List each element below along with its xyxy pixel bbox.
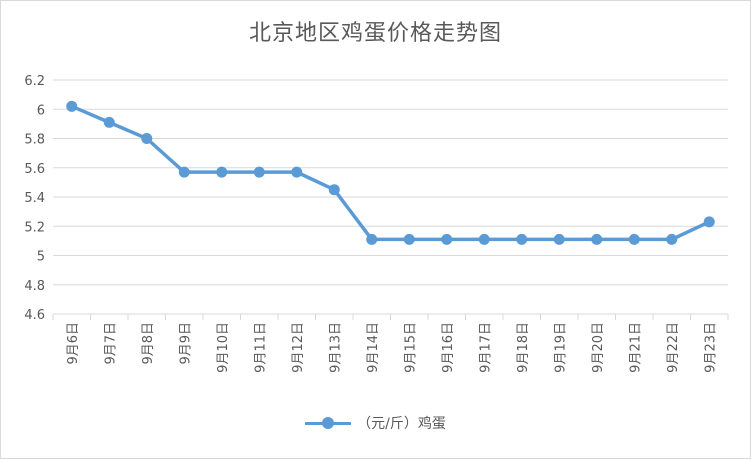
data-point (666, 233, 678, 245)
x-tick-label: 9月6日 (66, 322, 81, 365)
y-tick-label: 5.2 (24, 220, 45, 235)
data-point (403, 233, 415, 245)
data-point (703, 216, 715, 228)
x-tick-label: 9月17日 (478, 322, 493, 373)
x-tick-label: 9月21日 (628, 322, 643, 373)
data-point (591, 233, 603, 245)
y-tick-label: 4.8 (24, 279, 45, 294)
x-tick-label: 9月12日 (291, 322, 306, 373)
chart-legend: （元/斤）鸡蛋 (1, 413, 750, 433)
data-point (253, 166, 265, 178)
x-tick-label: 9月9日 (178, 322, 193, 365)
data-point (66, 100, 78, 112)
y-tick-label: 5.8 (24, 133, 45, 148)
y-tick-label: 5.4 (24, 191, 45, 206)
legend-label: （元/斤）鸡蛋 (357, 416, 446, 432)
data-point (216, 166, 228, 178)
x-tick-label: 9月22日 (666, 322, 681, 373)
legend-marker-icon (305, 417, 352, 429)
data-point (441, 233, 453, 245)
data-point (291, 166, 303, 178)
y-tick-label: 4.6 (24, 308, 45, 323)
data-point (141, 133, 153, 144)
x-tick-label: 9月14日 (366, 322, 381, 373)
data-point (328, 184, 340, 196)
x-tick-label: 9月13日 (328, 322, 343, 373)
data-point (553, 233, 565, 245)
series-line (71, 104, 710, 242)
data-point (178, 166, 190, 178)
x-tick-label: 9月11日 (253, 322, 268, 373)
data-point (103, 116, 115, 128)
data-point (366, 233, 378, 245)
x-tick-label: 9月8日 (141, 322, 156, 365)
x-tick-label: 9月10日 (216, 322, 231, 373)
chart-title: 北京地区鸡蛋价格走势图 (248, 21, 502, 46)
x-tick-label: 9月15日 (403, 322, 418, 373)
x-tick-label: 9月23日 (703, 322, 718, 373)
data-point (628, 233, 640, 245)
x-tick-label: 9月19日 (553, 322, 568, 373)
data-point (478, 233, 490, 245)
data-point (516, 233, 528, 245)
x-tick-label: 9月16日 (441, 322, 456, 373)
y-tick-label: 6 (37, 103, 45, 118)
y-tick-label: 5.6 (24, 162, 45, 177)
x-tick-label: 9月18日 (516, 322, 531, 373)
y-tick-label: 6.2 (24, 74, 45, 89)
x-tick-label: 9月20日 (591, 322, 606, 373)
x-tick-label: 9月7日 (103, 322, 118, 365)
y-tick-label: 5 (37, 250, 45, 265)
